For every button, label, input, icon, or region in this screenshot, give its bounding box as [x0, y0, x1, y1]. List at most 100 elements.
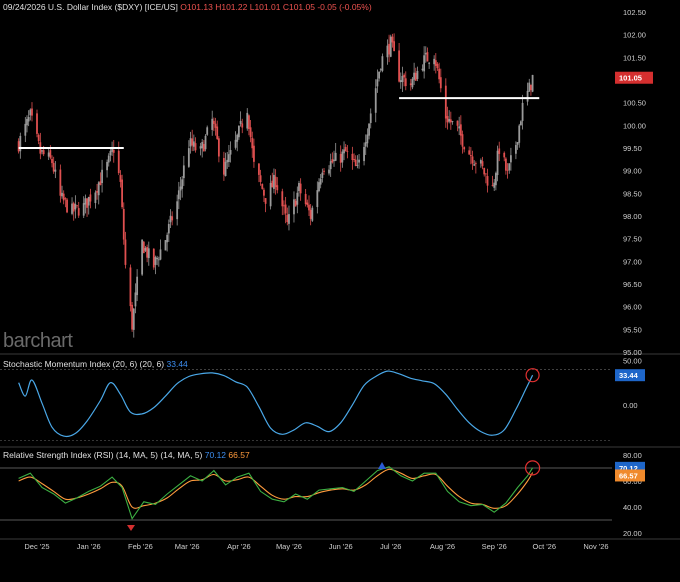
- candle-body: [449, 119, 452, 123]
- rsi-value-tag-2: [615, 469, 645, 482]
- x-tick-label: Jun '26: [329, 542, 353, 551]
- candle-body: [61, 192, 63, 197]
- price-tick-label: 98.50: [623, 189, 642, 198]
- smi-tick-label: 50.00: [623, 356, 642, 365]
- candle-body: [111, 148, 113, 152]
- rsi-panel-label: Relative Strength Index (RSI) (14, MA, 5…: [3, 450, 250, 460]
- candle-body: [494, 173, 497, 186]
- candle-body: [238, 125, 240, 138]
- candle-body: [66, 199, 68, 213]
- rsi-ma-line: [18, 468, 534, 509]
- candle-body: [42, 150, 45, 155]
- x-tick-label: Sep '26: [482, 542, 507, 551]
- candle-body: [321, 172, 324, 179]
- candle-body: [341, 151, 344, 163]
- candle-body: [281, 191, 284, 207]
- rsi-oversold-marker: [127, 525, 135, 531]
- candle-body: [294, 200, 297, 207]
- smi-highlight-circle: [525, 368, 540, 383]
- candle-body: [354, 159, 357, 167]
- candle-body: [261, 183, 264, 189]
- candle-body: [136, 276, 139, 296]
- rsi-tick-label: 60.00: [623, 477, 642, 486]
- candle-body: [99, 181, 102, 185]
- candle-body: [59, 169, 62, 196]
- candle-body: [446, 116, 449, 123]
- candle-body: [27, 117, 30, 122]
- rsi-tick-label: 40.00: [623, 503, 642, 512]
- candle-body: [329, 161, 332, 170]
- candle-body: [142, 241, 145, 254]
- candle-body: [413, 72, 416, 80]
- candle-body: [434, 60, 437, 66]
- candle-body: [309, 209, 312, 219]
- candle-body: [204, 135, 207, 150]
- candle-body: [334, 152, 337, 161]
- candle-body: [484, 173, 487, 175]
- candle-body: [192, 141, 195, 147]
- candle-body: [54, 169, 57, 172]
- candle-body: [426, 52, 429, 62]
- candle-body: [438, 68, 441, 80]
- candle-body: [498, 148, 501, 154]
- smi-title: Stochastic Momentum Index (20, 6): [3, 359, 138, 369]
- price-tick-label: 99.50: [623, 144, 642, 153]
- candle-body: [339, 153, 342, 163]
- candle-body: [124, 239, 127, 265]
- candle-body: [154, 257, 157, 265]
- price-tick-label: 95.50: [623, 325, 642, 334]
- candle-body: [82, 203, 85, 216]
- candle-body: [189, 138, 192, 147]
- candle-body: [328, 169, 330, 174]
- candle-body: [343, 149, 345, 154]
- candle-body: [166, 234, 169, 243]
- candle-body: [253, 145, 255, 162]
- price-tick-label: 96.50: [623, 280, 642, 289]
- candle-body: [222, 158, 225, 175]
- candle-body: [246, 112, 249, 129]
- candle-body: [521, 102, 524, 121]
- candle-body: [216, 126, 219, 139]
- rsi-value-tag-2-text: 66.57: [619, 471, 638, 480]
- candle-body: [481, 161, 484, 167]
- candle-body: [101, 169, 103, 183]
- candle-body: [37, 134, 40, 142]
- candle-body: [214, 123, 217, 128]
- candle-body: [276, 185, 279, 191]
- candle-body: [97, 182, 100, 196]
- candle-body: [331, 159, 334, 163]
- candle-body: [112, 149, 115, 153]
- candle-body: [528, 82, 531, 92]
- candle-body: [194, 143, 197, 151]
- candle-body: [224, 161, 227, 177]
- header-instrument: U.S. Dollar Index ($DXY) [ICE/US]: [47, 2, 178, 12]
- candle-body: [259, 175, 262, 182]
- candle-body: [364, 142, 367, 147]
- candle-body: [304, 193, 307, 205]
- candle-body: [201, 142, 204, 149]
- candle-body: [141, 239, 144, 275]
- candle-body: [157, 259, 160, 261]
- candle-body: [96, 191, 98, 193]
- rsi-value-tag-1-text: 70.12: [619, 464, 638, 473]
- x-tick-label: Dec '25: [24, 542, 49, 551]
- smi-tick-label: 0.00: [623, 401, 638, 410]
- candle-body: [456, 120, 459, 126]
- candle-body: [428, 62, 431, 64]
- candle-body: [461, 134, 464, 147]
- price-tick-label: 95.00: [623, 348, 642, 357]
- candle-body: [318, 182, 320, 191]
- candle-body: [191, 138, 194, 146]
- candle-body: [182, 165, 185, 179]
- candle-body: [469, 155, 472, 157]
- price-tick-label: 100.50: [623, 99, 646, 108]
- candle-body: [416, 70, 419, 79]
- candle-body: [378, 71, 380, 79]
- x-tick-label: Apr '26: [227, 542, 251, 551]
- candle-body: [36, 113, 38, 134]
- smi-value: 33.44: [166, 359, 188, 369]
- candle-body: [134, 292, 137, 307]
- x-tick-label: Feb '26: [128, 542, 153, 551]
- candle-body: [286, 214, 289, 223]
